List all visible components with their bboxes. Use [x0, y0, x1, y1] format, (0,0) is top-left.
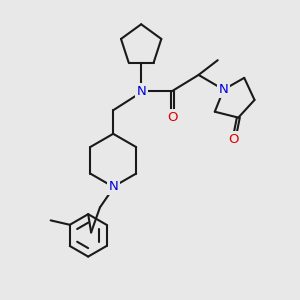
Text: N: N [136, 85, 146, 98]
Text: N: N [219, 83, 229, 96]
Text: N: N [108, 180, 118, 193]
Text: O: O [229, 133, 239, 146]
Text: O: O [167, 111, 177, 124]
